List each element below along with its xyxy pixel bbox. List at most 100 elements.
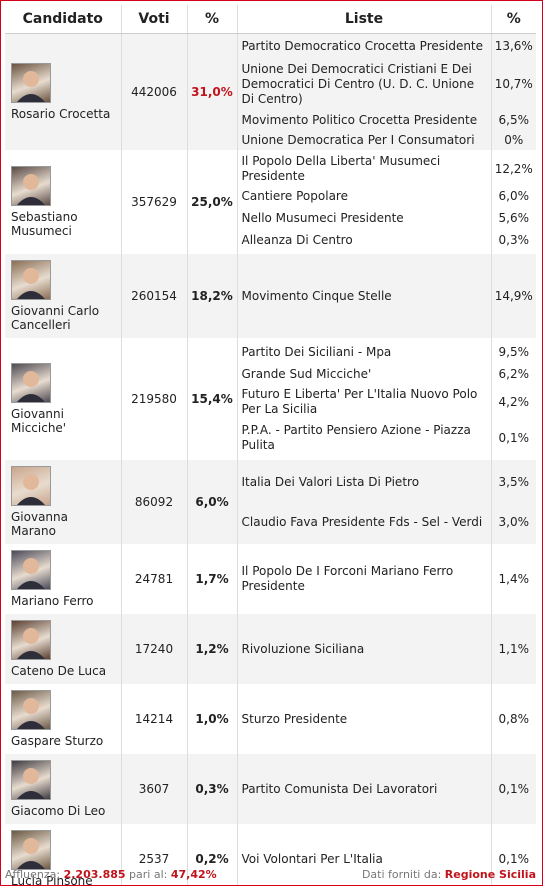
candidate-row: Lucia Pinsone 2537 0,2% Voi Volontari Per L…	[5, 824, 536, 885]
candidate-pct: 1,7%	[187, 544, 238, 614]
list-pct: 1,4%	[498, 571, 530, 586]
candidate-cell: Giovanni Carlo Cancelleri	[5, 254, 122, 338]
candidate-cell: Sebastiano Musumeci	[5, 150, 122, 254]
list-pct: 9,5%	[498, 344, 530, 359]
portrait-micciche	[11, 363, 51, 403]
list-pct: 0,1%	[498, 430, 530, 445]
header-list-pct: %	[491, 5, 536, 34]
candidate-cell: Lucia Pinsone	[5, 824, 122, 885]
list-name: Futuro E Liberta' Per L'Italia Nuovo Pol…	[241, 387, 478, 416]
list-name: Movimento Cinque Stelle	[241, 288, 392, 303]
list-pct-cell: 12,2% 6,0% 5,6% 0,3%	[491, 150, 536, 254]
list-pct-cell: 0,1%	[491, 754, 536, 824]
list-pct: 0,1%	[498, 781, 530, 796]
lists-cell: Sturzo Presidente	[237, 684, 492, 754]
list-pct: 0,1%	[498, 851, 530, 866]
pari-label: pari al:	[129, 867, 168, 881]
candidate-name: Rosario Crocetta	[11, 107, 111, 121]
candidate-votes: 260154	[121, 254, 188, 338]
candidate-votes: 442006	[121, 33, 188, 150]
candidate-name: Cateno De Luca	[11, 664, 107, 678]
lists-cell: Partito Democratico Crocetta Presidente U…	[237, 33, 492, 150]
list-pct: 6,0%	[498, 188, 530, 203]
portrait-sturzo	[11, 690, 51, 730]
list-pct-cell: 13,6% 10,7% 6,5% 0%	[491, 33, 536, 150]
candidate-pct: 6,0%	[187, 460, 238, 544]
lists-cell: Il Popolo Della Liberta' Musumeci Presid…	[237, 150, 492, 254]
candidate-row: Cateno De Luca 17240 1,2% Rivoluzione Sicil…	[5, 614, 536, 684]
candidate-row: Sebastiano Musumeci 357629 25,0% Il Popolo …	[5, 150, 536, 254]
list-name: Grande Sud Micciche'	[241, 366, 372, 381]
candidate-votes: 17240	[121, 614, 188, 684]
list-pct-cell: 14,9%	[491, 254, 536, 338]
list-pct: 12,2%	[494, 161, 533, 176]
header-pct: %	[187, 5, 238, 34]
list-name: Rivoluzione Siciliana	[241, 641, 365, 656]
candidate-pct: 31,0%	[187, 33, 238, 150]
list-pct: 3,5%	[498, 474, 530, 489]
list-pct: 4,2%	[498, 394, 530, 409]
lists-cell: Rivoluzione Siciliana	[237, 614, 492, 684]
list-name: Nello Musumeci Presidente	[241, 210, 404, 225]
list-name: Italia Dei Valori Lista Di Pietro	[241, 474, 420, 489]
list-pct: 0,3%	[498, 232, 530, 247]
candidate-votes: 3607	[121, 754, 188, 824]
portrait-cancelleri	[11, 260, 51, 300]
list-name: Partito Dei Siciliani - Mpa	[241, 344, 392, 359]
header-voti: Voti	[121, 5, 188, 34]
list-name: Claudio Fava Presidente Fds - Sel - Verd…	[241, 514, 483, 529]
list-pct: 14,9%	[494, 288, 533, 303]
candidate-cell: Rosario Crocetta	[5, 33, 122, 150]
candidate-row: Mariano Ferro 24781 1,7% Il Popolo De I For…	[5, 544, 536, 614]
list-name: Unione Dei Democratici Cristiani E Dei D…	[241, 61, 475, 106]
candidate-votes: 24781	[121, 544, 188, 614]
candidate-row: Giovanni Carlo Cancelleri 260154 18,2% Movi…	[5, 254, 536, 338]
list-name: Unione Democratica Per I Consumatori	[241, 133, 475, 147]
list-name: Sturzo Presidente	[241, 711, 348, 726]
portrait-pinsone	[11, 830, 51, 870]
candidate-name: Giovanni Carlo Cancelleri	[11, 304, 100, 332]
portrait-musumeci	[11, 166, 51, 206]
header-candidato: Candidato	[5, 5, 122, 34]
list-pct-cell: 0,8%	[491, 684, 536, 754]
candidate-cell: Giacomo Di Leo	[5, 754, 122, 824]
header-row: Candidato Voti % Liste %	[5, 5, 536, 34]
candidate-votes: 86092	[121, 460, 188, 544]
portrait-dileo	[11, 760, 51, 800]
portrait-crocetta	[11, 63, 51, 103]
list-name: Cantiere Popolare	[241, 188, 348, 203]
list-pct-cell: 1,4%	[491, 544, 536, 614]
candidate-row: Giacomo Di Leo 3607 0,3% Partito Comunista …	[5, 754, 536, 824]
list-name: Partito Comunista Dei Lavoratori	[241, 781, 438, 796]
results-table: Candidato Voti % Liste % Rosario Crocett…	[5, 5, 536, 885]
list-name: Voi Volontari Per L'Italia	[241, 851, 383, 866]
portrait-deluca	[11, 620, 51, 660]
header-liste: Liste	[237, 5, 492, 34]
candidate-pct: 15,4%	[187, 338, 238, 460]
candidate-row: Gaspare Sturzo 14214 1,0% Sturzo Presidente…	[5, 684, 536, 754]
affluenza-label: Affluenza:	[5, 867, 61, 881]
list-pct-cell: 1,1%	[491, 614, 536, 684]
candidate-name: Mariano Ferro	[11, 594, 94, 608]
candidate-row: Rosario Crocetta 442006 31,0% Partito Democ…	[5, 33, 536, 150]
candidate-votes: 14214	[121, 684, 188, 754]
list-pct: 6,2%	[498, 366, 530, 381]
candidate-pct: 18,2%	[187, 254, 238, 338]
lists-cell: Italia Dei Valori Lista Di Pietro Claudio…	[237, 460, 492, 544]
list-pct: 10,7%	[494, 76, 533, 91]
candidate-pct: 0,3%	[187, 754, 238, 824]
candidate-pct: 25,0%	[187, 150, 238, 254]
list-pct: 0,8%	[498, 711, 530, 726]
list-pct-cell: 9,5% 6,2% 4,2% 0,1%	[491, 338, 536, 460]
candidate-votes: 357629	[121, 150, 188, 254]
list-name: Il Popolo Della Liberta' Musumeci Presid…	[241, 154, 441, 183]
lists-cell: Partito Comunista Dei Lavoratori	[237, 754, 492, 824]
list-pct-cell: 3,5% 3,0%	[491, 460, 536, 544]
lists-cell: Voi Volontari Per L'Italia	[237, 824, 492, 885]
candidate-name: Gaspare Sturzo	[11, 734, 104, 748]
list-name: Alleanza Di Centro	[241, 232, 353, 247]
candidate-cell: Mariano Ferro	[5, 544, 122, 614]
source-label: Dati forniti da:	[361, 867, 442, 881]
list-pct-cell: 0,1%	[491, 824, 536, 885]
